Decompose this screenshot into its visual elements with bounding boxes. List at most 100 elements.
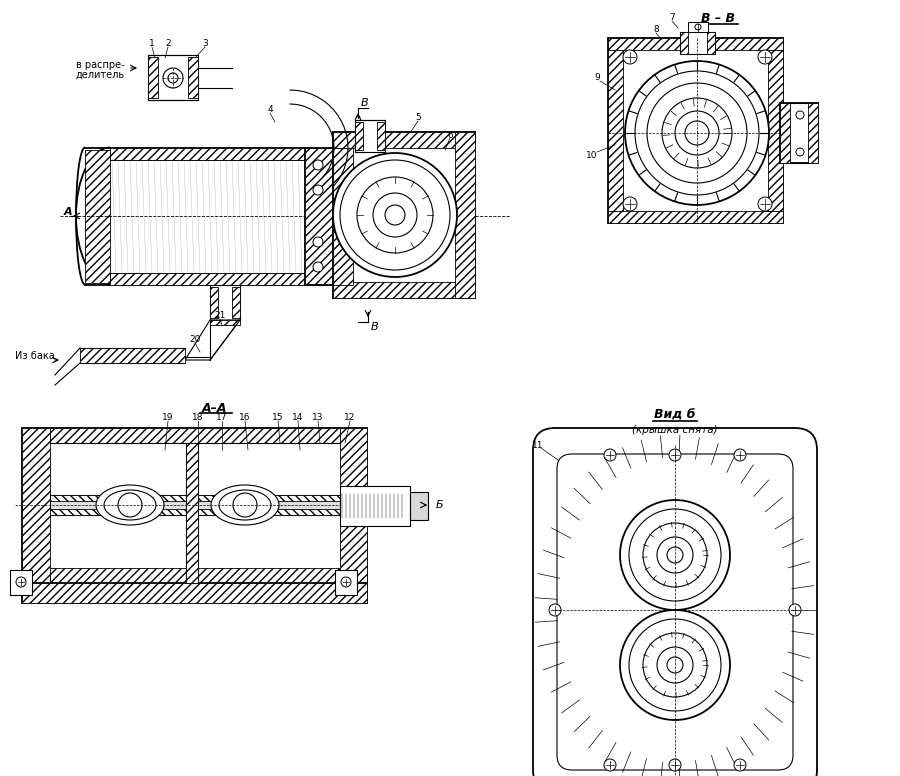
Text: 2: 2 <box>166 40 171 48</box>
Bar <box>340 428 367 583</box>
Circle shape <box>675 111 719 155</box>
Circle shape <box>333 153 457 277</box>
Text: 11: 11 <box>532 441 544 449</box>
Text: A–A: A–A <box>202 401 228 414</box>
Bar <box>22 583 367 603</box>
Text: 5: 5 <box>415 113 421 123</box>
Circle shape <box>357 177 433 253</box>
Circle shape <box>623 197 637 211</box>
FancyBboxPatch shape <box>533 428 817 776</box>
Circle shape <box>623 50 637 64</box>
Bar <box>768 50 783 211</box>
Text: делитель: делитель <box>76 70 124 80</box>
Bar <box>680 32 688 54</box>
Text: 17: 17 <box>216 414 228 422</box>
Bar <box>50 568 340 583</box>
Bar <box>110 148 305 160</box>
Text: 15: 15 <box>272 414 284 422</box>
Circle shape <box>669 449 681 461</box>
Circle shape <box>620 610 730 720</box>
Text: A: A <box>64 207 72 217</box>
Bar <box>80 348 185 363</box>
Circle shape <box>340 160 450 270</box>
Circle shape <box>647 83 747 183</box>
Text: 13: 13 <box>312 414 324 422</box>
Circle shape <box>789 604 801 616</box>
Bar <box>232 287 240 318</box>
Bar <box>707 32 715 54</box>
Circle shape <box>643 633 707 697</box>
FancyBboxPatch shape <box>557 454 793 770</box>
Text: 9: 9 <box>594 74 600 82</box>
Bar <box>355 120 385 152</box>
Text: B – B: B – B <box>701 12 735 25</box>
Bar <box>808 103 818 163</box>
Circle shape <box>667 657 683 673</box>
Circle shape <box>313 185 323 195</box>
Text: (крышка снята): (крышка снята) <box>632 425 718 435</box>
Circle shape <box>168 73 178 83</box>
Text: 8: 8 <box>653 26 659 34</box>
Circle shape <box>16 577 26 587</box>
Bar <box>110 273 305 285</box>
Circle shape <box>695 24 701 30</box>
Circle shape <box>625 61 769 205</box>
Text: B: B <box>361 98 369 108</box>
Bar <box>608 38 783 50</box>
Text: 18: 18 <box>193 414 203 422</box>
Text: 20: 20 <box>189 335 201 345</box>
Bar <box>22 583 367 603</box>
Circle shape <box>734 759 746 771</box>
Polygon shape <box>185 320 240 360</box>
Bar <box>608 38 783 223</box>
Bar <box>608 50 623 211</box>
Circle shape <box>657 537 693 573</box>
Ellipse shape <box>104 490 156 520</box>
Bar <box>210 287 218 318</box>
Circle shape <box>629 509 721 601</box>
Ellipse shape <box>96 485 164 525</box>
Text: 16: 16 <box>239 414 251 422</box>
Bar <box>210 285 240 320</box>
Bar <box>50 509 360 515</box>
Bar <box>22 428 50 583</box>
Bar <box>210 320 240 325</box>
Circle shape <box>796 111 804 119</box>
Circle shape <box>620 500 730 610</box>
Circle shape <box>643 523 707 587</box>
Bar <box>10 570 32 595</box>
Circle shape <box>796 148 804 156</box>
Bar <box>355 122 363 150</box>
Bar <box>780 103 790 163</box>
Text: 21: 21 <box>214 311 226 320</box>
Bar <box>455 132 475 298</box>
Circle shape <box>734 449 746 461</box>
Circle shape <box>313 262 323 272</box>
Circle shape <box>233 493 257 517</box>
Bar <box>50 428 340 443</box>
Bar <box>333 148 353 285</box>
Text: Вид б: Вид б <box>654 408 696 421</box>
Circle shape <box>313 160 323 170</box>
Bar <box>333 282 475 298</box>
Circle shape <box>313 237 323 247</box>
Bar <box>377 122 385 150</box>
Text: 10: 10 <box>586 151 598 160</box>
Text: 12: 12 <box>345 414 356 422</box>
Bar <box>148 55 198 100</box>
Text: Б: Б <box>436 500 444 510</box>
Circle shape <box>163 68 183 88</box>
Bar <box>22 428 367 583</box>
Text: в распре-: в распре- <box>76 60 124 70</box>
Circle shape <box>118 493 142 517</box>
Bar <box>186 443 198 583</box>
Circle shape <box>635 71 759 195</box>
Bar <box>608 211 783 223</box>
Text: Из бака: Из бака <box>15 351 55 361</box>
Circle shape <box>629 619 721 711</box>
Circle shape <box>669 759 681 771</box>
Circle shape <box>662 98 732 168</box>
Bar <box>148 57 158 98</box>
Text: 4: 4 <box>267 106 273 115</box>
Bar <box>186 443 198 583</box>
